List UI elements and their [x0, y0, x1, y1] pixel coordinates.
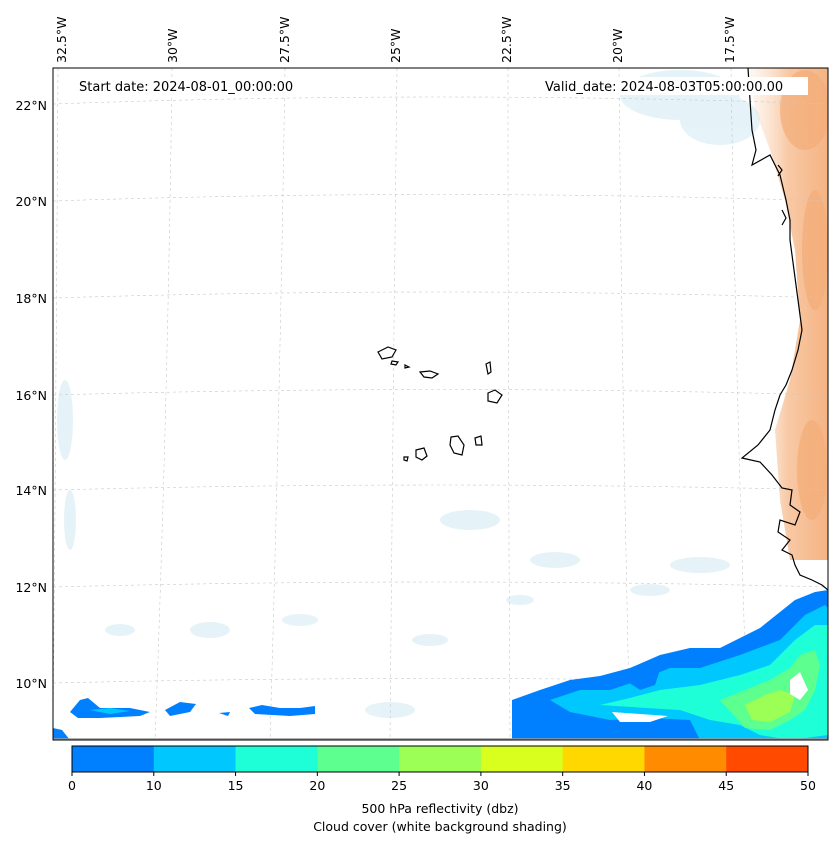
colorbar-tick-label: 10	[146, 778, 162, 793]
lat-label: 22°N	[15, 98, 47, 113]
lon-label: 32.5°W	[54, 17, 69, 63]
map-frame	[52, 67, 829, 741]
lon-label: 30°W	[165, 28, 180, 63]
valid-date-label: Valid_date: 2024-08-03T05:00:00.00	[545, 80, 783, 95]
colorbar-tick-label: 0	[68, 778, 76, 793]
longitude-labels: 32.5°W 30°W 27.5°W 25°W 22.5°W 20°W 17.5…	[54, 17, 737, 63]
reflectivity-west	[53, 698, 315, 740]
lat-label: 12°N	[15, 580, 47, 595]
date-labels: Start date: 2024-08-01_00:00:00 Valid_da…	[72, 77, 808, 95]
colorbar-tick-label: 25	[391, 778, 407, 793]
lon-label: 22.5°W	[499, 17, 514, 63]
colorbar: 0 10 15 20 25 30 35 40 45 50 500 hPa reflectivity…	[68, 745, 816, 834]
islands	[377, 346, 503, 462]
colorbar-swatch	[399, 746, 482, 772]
colorbar-swatch	[726, 746, 809, 772]
lon-label: 25°W	[388, 28, 403, 63]
latitude-labels: 22°N 20°N 18°N 16°N 14°N 12°N 10°N	[15, 98, 47, 691]
colorbar-swatch	[72, 746, 155, 772]
colorbar-swatch	[153, 746, 237, 772]
start-date-label: Start date: 2024-08-01_00:00:00	[79, 80, 293, 95]
coastline	[740, 68, 828, 591]
colorbar-swatch	[562, 746, 645, 772]
gridlines	[53, 68, 828, 740]
colorbar-tick-label: 35	[555, 778, 571, 793]
colorbar-tick-label: 20	[309, 778, 325, 793]
colorbar-swatch	[235, 746, 318, 772]
colorbar-swatch	[480, 746, 564, 772]
lat-label: 20°N	[15, 194, 47, 209]
lat-label: 16°N	[15, 388, 47, 403]
colorbar-tick-label: 15	[228, 778, 244, 793]
colorbar-swatch	[644, 746, 727, 772]
colorbar-tick-label: 30	[473, 778, 489, 793]
lon-label: 27.5°W	[277, 17, 292, 63]
colorbar-sublabel: Cloud cover (white background shading)	[313, 819, 567, 834]
reflectivity-southeast	[512, 590, 828, 740]
colorbar-frame	[71, 745, 809, 773]
colorbar-swatches	[72, 746, 809, 772]
lat-label: 14°N	[15, 483, 47, 498]
colorbar-tick-label: 50	[800, 778, 816, 793]
colorbar-swatch	[317, 746, 400, 772]
lat-label: 10°N	[15, 676, 47, 691]
lat-label: 18°N	[15, 291, 47, 306]
lon-label: 17.5°W	[722, 17, 737, 63]
colorbar-ticks: 0 10 15 20 25 30 35 40 45 50	[68, 772, 816, 793]
map-area	[53, 68, 828, 740]
lon-label: 20°W	[610, 28, 625, 63]
colorbar-tick-label: 45	[718, 778, 734, 793]
colorbar-tick-label: 40	[636, 778, 652, 793]
colorbar-label: 500 hPa reflectivity (dbz)	[361, 801, 518, 816]
